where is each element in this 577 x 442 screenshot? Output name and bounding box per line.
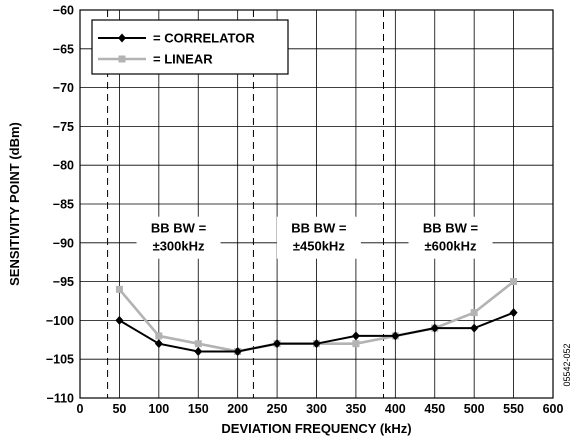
legend-marker-correlator xyxy=(118,33,126,43)
y-tick-label: −70 xyxy=(53,81,74,95)
data-point-linear xyxy=(470,309,478,317)
annotation-box xyxy=(408,216,493,259)
data-point-correlator xyxy=(312,339,321,349)
x-tick-label: 250 xyxy=(267,402,288,416)
data-point-correlator xyxy=(233,346,242,356)
data-point-correlator xyxy=(194,346,203,356)
reference-lines xyxy=(107,10,385,398)
x-tick-label: 600 xyxy=(543,402,564,416)
annotation-box xyxy=(136,216,221,259)
series-layer xyxy=(115,278,518,356)
x-axis-title: DEVIATION FREQUENCY (kHz) xyxy=(221,421,411,436)
annotation-box xyxy=(276,216,361,259)
data-point-correlator xyxy=(115,315,124,325)
x-tick-label: 150 xyxy=(188,402,209,416)
legend: = CORRELATOR = LINEAR xyxy=(91,19,289,75)
annotations: BB BW = ±300kHz BB BW = ±450kHz BB BW = ±600k… xyxy=(136,216,493,259)
annotation-line2: ±450kHz xyxy=(293,239,345,254)
y-tick-label: −100 xyxy=(46,314,74,328)
plot-frame xyxy=(79,9,554,399)
x-tick-label: 0 xyxy=(77,402,84,416)
annotation-line1: BB BW = xyxy=(291,221,347,236)
tick-labels: 0 50 100 150 200 250 300 350 400 450 500 550 600 −60 −… xyxy=(46,4,564,417)
x-tick-label: 200 xyxy=(227,402,248,416)
data-point-correlator xyxy=(154,339,163,349)
data-point-correlator xyxy=(470,323,479,333)
annotation-line2: ±600kHz xyxy=(425,239,477,254)
y-axis-title: SENSITIVITY POINT (dBm) xyxy=(7,122,22,286)
x-tick-label: 350 xyxy=(345,402,366,416)
y-tick-label: −90 xyxy=(53,236,74,250)
y-tick-label: −80 xyxy=(53,159,74,173)
data-point-correlator xyxy=(273,339,282,349)
figure-id: 05542-052 xyxy=(562,343,572,386)
y-tick-label: −105 xyxy=(46,353,74,367)
data-point-linear xyxy=(194,340,202,348)
legend-marker-linear xyxy=(118,55,126,63)
x-tick-label: 450 xyxy=(424,402,445,416)
x-tick-label: 300 xyxy=(306,402,327,416)
y-tick-label: −110 xyxy=(47,392,75,406)
annotation-line2: ±300kHz xyxy=(153,239,205,254)
series-correlator xyxy=(115,308,518,356)
annotation-line1: BB BW = xyxy=(423,221,479,236)
x-tick-label: 500 xyxy=(464,402,485,416)
y-tick-label: −85 xyxy=(53,198,74,212)
data-point-linear xyxy=(115,285,123,293)
x-tick-label: 400 xyxy=(385,402,406,416)
data-point-correlator xyxy=(430,323,439,333)
y-tick-label: −95 xyxy=(53,275,74,289)
legend-box xyxy=(91,19,289,75)
x-tick-label: 550 xyxy=(503,402,524,416)
data-point-correlator xyxy=(351,331,360,341)
x-tick-label: 100 xyxy=(148,402,169,416)
data-point-correlator xyxy=(391,331,400,341)
data-point-correlator xyxy=(509,308,518,318)
legend-label-correlator: = CORRELATOR xyxy=(153,31,255,46)
y-tick-label: −75 xyxy=(53,120,74,134)
legend-label-linear: = LINEAR xyxy=(153,52,213,67)
y-tick-label: −65 xyxy=(53,42,74,56)
data-point-linear xyxy=(510,278,518,286)
x-tick-label: 50 xyxy=(112,402,126,416)
annotation-line1: BB BW = xyxy=(151,221,207,236)
data-point-linear xyxy=(352,340,360,348)
y-tick-label: −60 xyxy=(53,4,74,18)
data-point-linear xyxy=(155,332,163,340)
